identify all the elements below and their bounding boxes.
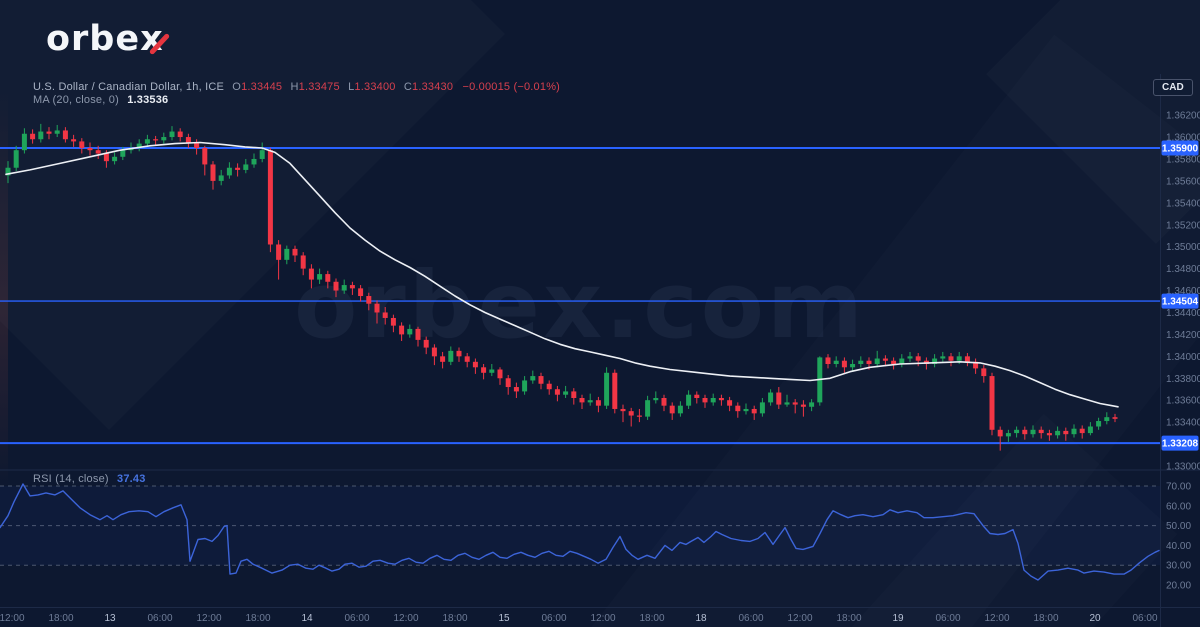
svg-text:30.00: 30.00 [1166, 561, 1191, 572]
svg-text:1.35800: 1.35800 [1166, 154, 1200, 165]
svg-text:12:00: 12:00 [590, 613, 615, 624]
svg-text:13: 13 [104, 613, 116, 624]
svg-text:12:00: 12:00 [196, 613, 221, 624]
svg-text:40.00: 40.00 [1166, 541, 1191, 552]
svg-text:1.35600: 1.35600 [1166, 176, 1200, 187]
currency-button[interactable]: CAD [1153, 79, 1193, 96]
logo-text: orbex [46, 19, 164, 59]
svg-text:12:00: 12:00 [393, 613, 418, 624]
price-level-label-boxes: 1.35900 1.34504 1.33208 [1161, 140, 1199, 451]
svg-text:18:00: 18:00 [245, 613, 270, 624]
svg-text:60.00: 60.00 [1166, 501, 1191, 512]
svg-text:1.34200: 1.34200 [1166, 330, 1200, 341]
svg-text:06:00: 06:00 [935, 613, 960, 624]
rsi-dashed-levels [0, 485, 1160, 566]
svg-text:12:00: 12:00 [0, 613, 25, 624]
svg-text:18:00: 18:00 [836, 613, 861, 624]
svg-text:20.00: 20.00 [1166, 581, 1191, 592]
svg-text:1.36200: 1.36200 [1166, 111, 1200, 122]
svg-text:18:00: 18:00 [48, 613, 73, 624]
svg-text:18:00: 18:00 [442, 613, 467, 624]
svg-text:18: 18 [695, 613, 707, 624]
svg-text:18:00: 18:00 [1033, 613, 1058, 624]
rsi-axis-labels: 70.00 60.00 50.00 40.00 30.00 20.00 [1166, 482, 1191, 592]
svg-text:1.35900: 1.35900 [1162, 144, 1199, 155]
svg-text:70.00: 70.00 [1166, 482, 1191, 493]
svg-text:1.33000: 1.33000 [1166, 461, 1200, 472]
svg-text:06:00: 06:00 [344, 613, 369, 624]
svg-text:1.34000: 1.34000 [1166, 352, 1200, 363]
rsi-line [0, 483, 1160, 581]
price-axis-labels: 1.36200 1.36000 1.35800 1.35600 1.35400 1.352… [1166, 111, 1200, 473]
svg-text:1.34400: 1.34400 [1166, 308, 1200, 319]
svg-text:19: 19 [892, 613, 904, 624]
svg-text:1.34800: 1.34800 [1166, 264, 1200, 275]
svg-text:14: 14 [301, 613, 313, 624]
ma-line [5, 141, 1119, 408]
svg-text:20: 20 [1089, 613, 1101, 624]
svg-text:12:00: 12:00 [984, 613, 1009, 624]
svg-text:06:00: 06:00 [738, 613, 763, 624]
svg-text:06:00: 06:00 [147, 613, 172, 624]
svg-text:1.33600: 1.33600 [1166, 396, 1200, 407]
price-level-lines [0, 147, 1160, 445]
svg-text:1.35400: 1.35400 [1166, 198, 1200, 209]
svg-text:1.35200: 1.35200 [1166, 220, 1200, 231]
orbex-logo: orbex [46, 19, 170, 59]
svg-text:12:00: 12:00 [787, 613, 812, 624]
svg-text:06:00: 06:00 [541, 613, 566, 624]
svg-text:1.34600: 1.34600 [1166, 286, 1200, 297]
svg-text:18:00: 18:00 [639, 613, 664, 624]
svg-text:1.34504: 1.34504 [1162, 297, 1199, 308]
pane-separators [0, 74, 1200, 627]
svg-text:50.00: 50.00 [1166, 521, 1191, 532]
svg-text:1.36000: 1.36000 [1166, 133, 1200, 144]
time-axis-labels: 12:00 18:00 13 06:00 12:00 18:00 14 06:00 12:00 1… [0, 613, 1158, 624]
svg-text:1.33400: 1.33400 [1166, 418, 1200, 429]
svg-text:15: 15 [498, 613, 510, 624]
svg-text:1.35000: 1.35000 [1166, 242, 1200, 253]
candlesticks [5, 123, 1118, 451]
svg-text:1.33800: 1.33800 [1166, 374, 1200, 385]
svg-text:1.33208: 1.33208 [1162, 439, 1199, 450]
svg-text:06:00: 06:00 [1132, 613, 1157, 624]
